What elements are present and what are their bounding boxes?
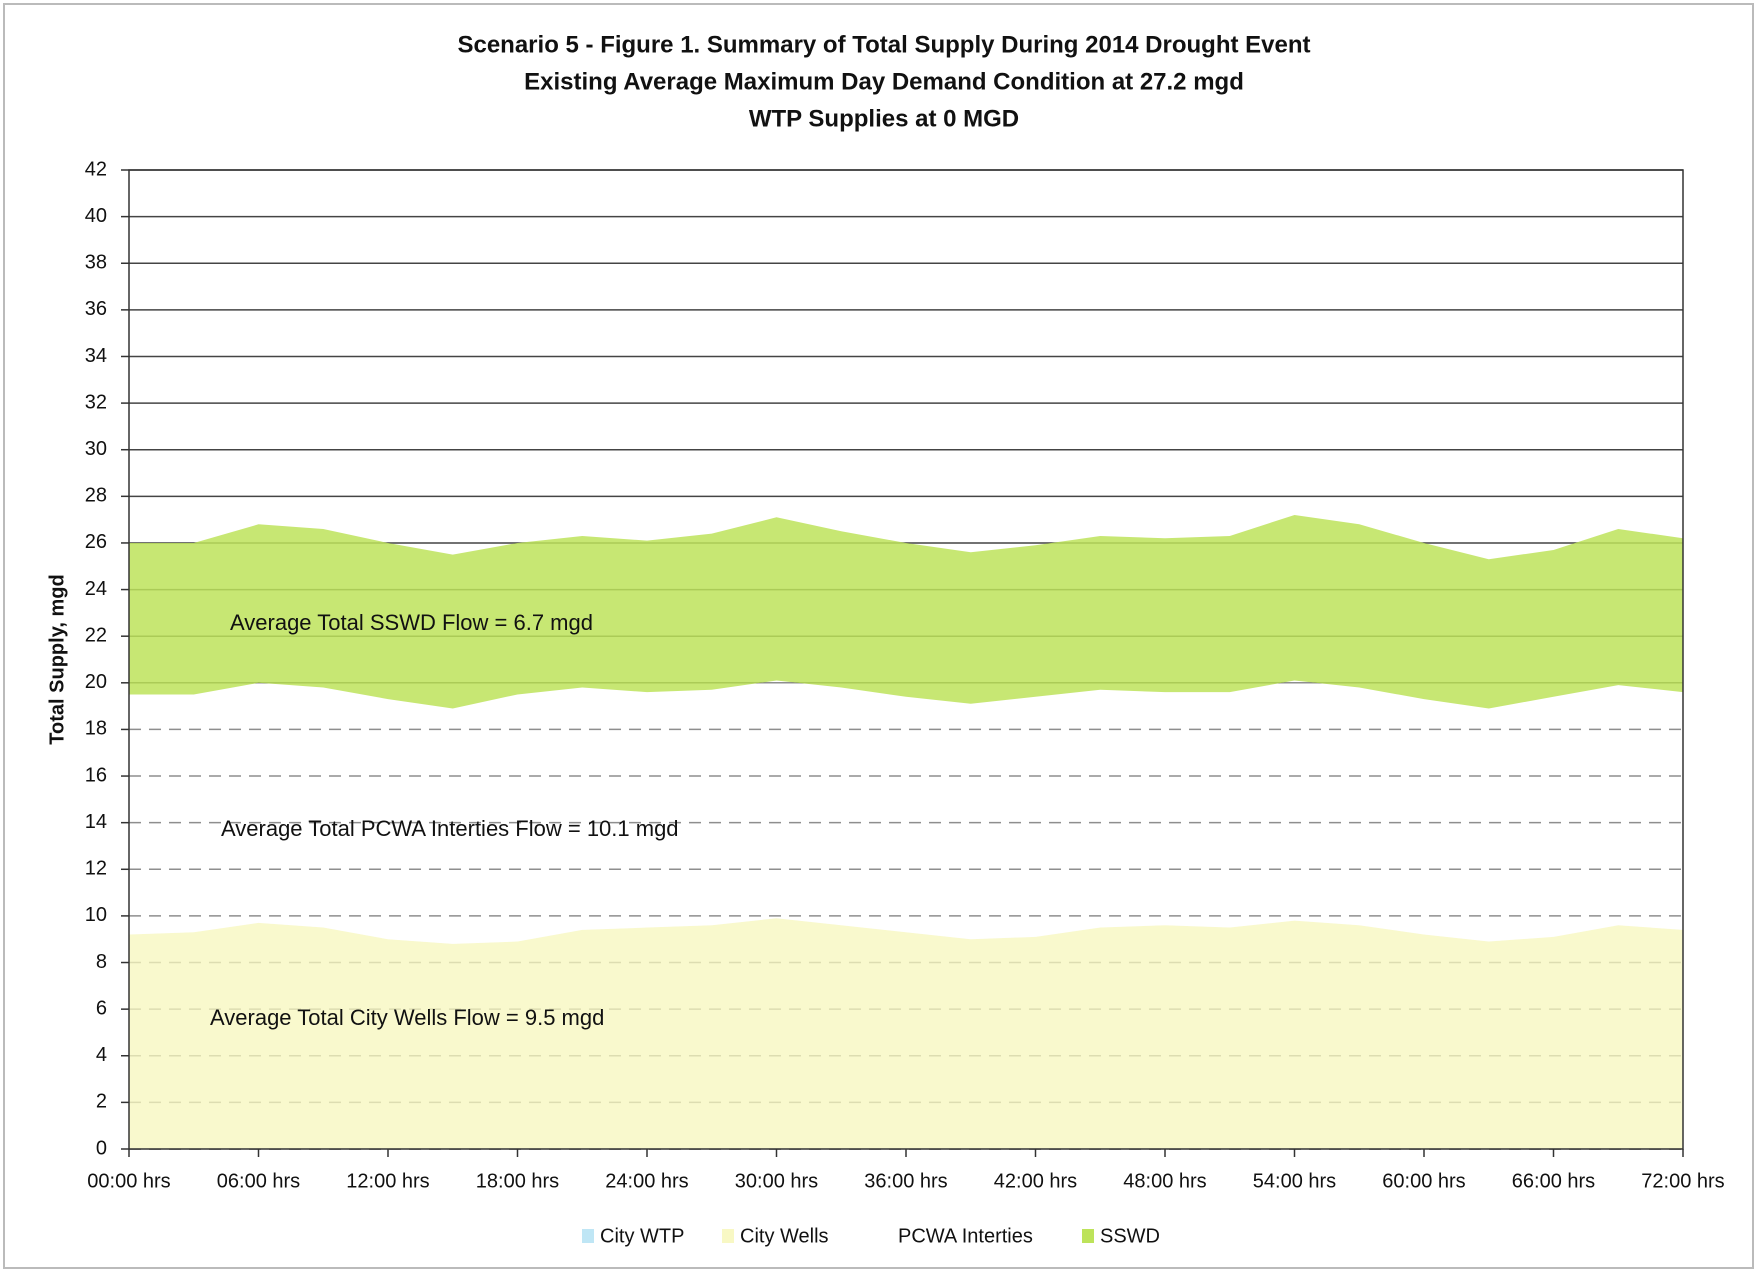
x-tick-label: 54:00 hrs <box>1253 1170 1336 1192</box>
chart-title: WTP Supplies at 0 MGD <box>749 105 1019 132</box>
y-tick-label: 2 <box>96 1091 107 1113</box>
chart-title: Scenario 5 - Figure 1. Summary of Total … <box>457 31 1310 58</box>
x-tick-label: 42:00 hrs <box>994 1170 1077 1192</box>
y-tick-label: 0 <box>96 1137 107 1159</box>
annotation: Average Total SSWD Flow = 6.7 mgd <box>230 610 593 635</box>
annotation: Average Total City Wells Flow = 9.5 mgd <box>210 1005 604 1030</box>
y-tick-label: 42 <box>85 158 107 180</box>
y-tick-label: 10 <box>85 904 107 926</box>
x-tick-label: 36:00 hrs <box>864 1170 947 1192</box>
y-tick-label: 36 <box>85 298 107 320</box>
legend-label: PCWA Interties <box>898 1225 1033 1247</box>
x-tick-label: 06:00 hrs <box>217 1170 300 1192</box>
area <box>129 918 1683 1149</box>
y-tick-label: 20 <box>85 671 107 693</box>
y-tick-label: 28 <box>85 485 107 507</box>
x-tick-label: 48:00 hrs <box>1123 1170 1206 1192</box>
y-axis-label: Total Supply, mgd <box>46 574 68 744</box>
y-tick-label: 22 <box>85 624 107 646</box>
legend-label: City Wells <box>740 1225 829 1247</box>
legend-swatch <box>722 1229 734 1243</box>
legend-label: City WTP <box>600 1225 684 1247</box>
y-tick-label: 32 <box>85 391 107 413</box>
legend-label: SSWD <box>1100 1225 1160 1247</box>
legend-swatch <box>1082 1229 1094 1243</box>
area <box>129 680 1683 944</box>
y-tick-label: 8 <box>96 951 107 973</box>
legend-swatch <box>880 1229 892 1243</box>
x-tick-label: 60:00 hrs <box>1382 1170 1465 1192</box>
y-tick-label: 16 <box>85 764 107 786</box>
y-tick-label: 38 <box>85 252 107 274</box>
y-tick-label: 14 <box>85 811 107 833</box>
x-tick-label: 24:00 hrs <box>605 1170 688 1192</box>
y-tick-label: 18 <box>85 718 107 740</box>
y-tick-label: 30 <box>85 438 107 460</box>
y-tick-label: 4 <box>96 1044 107 1066</box>
area <box>129 514 1683 709</box>
y-tick-label: 26 <box>85 531 107 553</box>
legend-swatch <box>582 1229 594 1243</box>
x-tick-label: 18:00 hrs <box>476 1170 559 1192</box>
x-tick-label: 12:00 hrs <box>346 1170 429 1192</box>
y-tick-label: 40 <box>85 205 107 227</box>
x-tick-label: 00:00 hrs <box>87 1170 170 1192</box>
y-tick-label: 24 <box>85 578 107 600</box>
x-tick-label: 30:00 hrs <box>735 1170 818 1192</box>
y-tick-label: 6 <box>96 997 107 1019</box>
annotation: Average Total PCWA Interties Flow = 10.1… <box>221 816 679 841</box>
x-tick-label: 72:00 hrs <box>1641 1170 1724 1192</box>
x-tick-label: 66:00 hrs <box>1512 1170 1595 1192</box>
y-tick-label: 34 <box>85 345 107 367</box>
y-tick-label: 12 <box>85 858 107 880</box>
chart-title: Existing Average Maximum Day Demand Cond… <box>524 68 1244 95</box>
